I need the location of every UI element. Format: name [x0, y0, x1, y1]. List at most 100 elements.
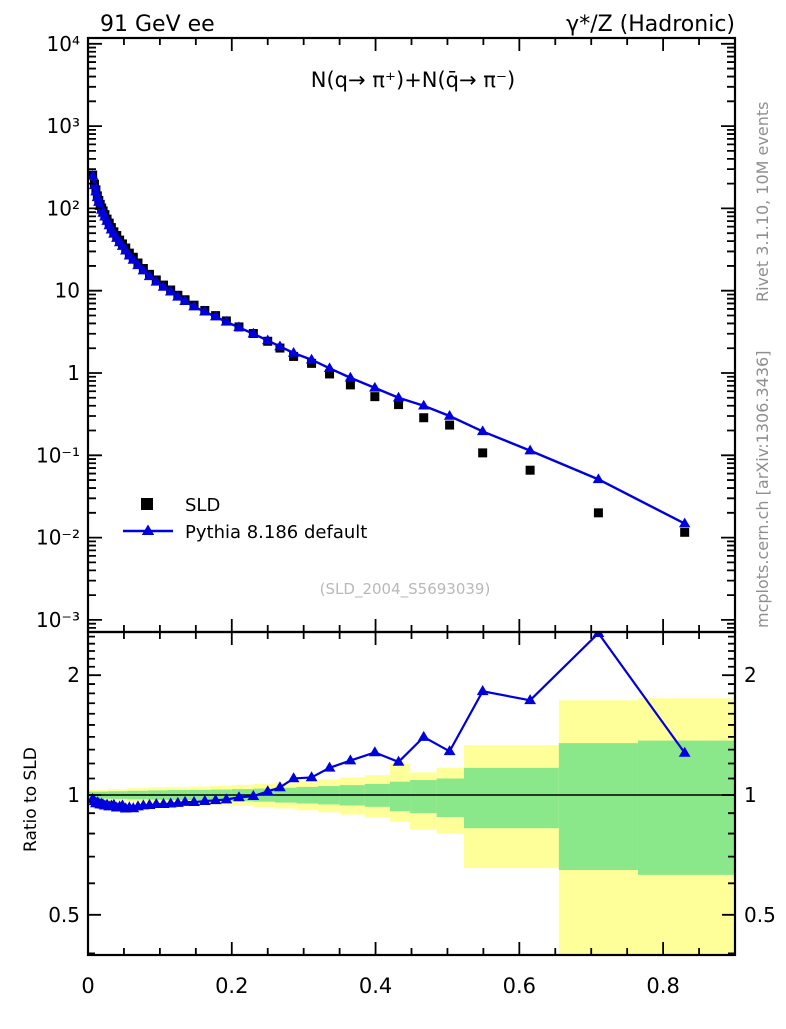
mc-point-triangle — [220, 315, 233, 326]
mc-point-triangle — [233, 321, 245, 332]
green-band-segment — [389, 781, 411, 812]
mc-point-triangle — [287, 346, 300, 357]
ratio-point — [417, 730, 430, 741]
chart-render-layer: 0 0.2 0.4 0.6 0.8 10⁴ 10³ 10² 10 1 10⁻¹ 10⁻² 10⁻³ 2 2 1… — [36, 32, 776, 998]
ratio-tick-label-left: 1 — [67, 783, 80, 807]
green-band-segment — [558, 743, 638, 870]
plot-title: N(q→ π⁺)+N(q̄→ π⁻) — [311, 68, 515, 92]
axis-ticks — [88, 38, 735, 955]
mc-point-triangle — [90, 185, 102, 196]
legend-label-pythia: Pythia 8.186 default — [185, 522, 367, 543]
green-band-segment — [436, 778, 464, 818]
ratio-point — [261, 785, 274, 796]
green-band-segment — [637, 740, 734, 875]
mc-point-triangle — [209, 310, 222, 321]
legend-markers — [123, 498, 173, 536]
ratio-point — [476, 685, 489, 696]
data-point-square — [325, 369, 335, 379]
mc-point-triangle — [150, 275, 162, 286]
mc-point-triangle — [274, 340, 286, 351]
mc-point-triangle — [344, 371, 357, 382]
ratio-point — [524, 694, 537, 705]
data-point-square — [370, 392, 380, 402]
ratio-point — [678, 746, 691, 757]
y-axis-tick-label: 10⁻² — [36, 526, 80, 550]
x-axis-tick-label: 0.2 — [215, 974, 248, 998]
legend-square-marker — [141, 498, 153, 510]
y-axis-tick-label: 10⁻³ — [36, 608, 80, 632]
x-axis-tick-label: 0.6 — [503, 974, 536, 998]
ratio-point — [344, 754, 357, 765]
ratio-tick-label-left: 2 — [67, 663, 80, 687]
mc-point-triangle — [164, 285, 177, 296]
data-point-square — [345, 380, 355, 390]
mc-point-triangle — [127, 254, 139, 264]
mc-point-triangle — [592, 473, 605, 484]
ratio-point — [247, 789, 260, 800]
ratio-point — [209, 794, 222, 805]
x-axis-tick-label: 0 — [81, 974, 94, 998]
ratio-point — [274, 781, 286, 792]
ratio-point — [368, 746, 381, 757]
ratio-point — [323, 761, 336, 772]
mc-point-triangle — [132, 259, 144, 270]
mc-point-triangle — [305, 353, 318, 364]
ratio-point — [198, 794, 211, 805]
ratio-uncertainty-bands — [89, 698, 734, 954]
ratio-point — [179, 795, 191, 806]
y-axis-tick-label: 10 — [55, 279, 80, 303]
watermark-analysis-id: (SLD_2004_S5693039) — [320, 580, 491, 599]
ratio-mc-curve — [89, 633, 691, 813]
green-band-segment — [463, 767, 559, 829]
data-point-square — [525, 465, 535, 475]
mc-point-triangle — [172, 290, 184, 301]
side-note-rivet-version: Rivet 3.1.10, 10M events — [753, 102, 772, 302]
y-axis-tick-label: 1 — [67, 361, 80, 385]
ratio-tick-label-right: 1 — [744, 783, 757, 807]
mc-point-triangle — [418, 399, 430, 410]
mc-point-triangle — [524, 444, 536, 455]
data-point-square — [593, 508, 603, 518]
mc-point-triangle — [89, 169, 99, 180]
data-point-square — [680, 527, 690, 537]
ratio-tick-label-right: 2 — [744, 663, 757, 687]
mc-point-triangle — [392, 391, 405, 402]
ratio-point — [592, 633, 605, 638]
y-axis-tick-label: 10³ — [47, 114, 80, 138]
y-axis-tick-label: 10² — [47, 196, 80, 220]
mc-point-triangle — [179, 295, 191, 305]
ratio-point — [287, 772, 300, 783]
data-point-square — [445, 420, 455, 430]
ratio-point — [188, 795, 200, 806]
data-point-square — [394, 400, 404, 410]
process-label: γ*/Z (Hadronic) — [566, 12, 735, 37]
mc-point-triangle — [199, 305, 211, 316]
data-point-square — [419, 413, 429, 423]
side-note-mcplots: mcplots.cern.ch [arXiv:1306.3436] — [753, 351, 772, 628]
mc-point-triangle — [369, 381, 381, 392]
data-point-square — [478, 448, 488, 458]
mc-line — [91, 175, 686, 525]
y-axis-tick-label: 10⁻¹ — [36, 443, 80, 467]
ratio-point — [443, 745, 456, 756]
mc-point-triangle — [678, 517, 691, 528]
mc-point-triangle — [137, 264, 150, 275]
mc-point-triangle — [188, 300, 200, 311]
mc-point-triangle — [143, 270, 156, 281]
mc-point-triangle — [247, 327, 260, 338]
ratio-point — [392, 755, 405, 766]
green-band-segment — [410, 780, 437, 814]
y-axis-tick-label: 10⁴ — [47, 32, 80, 56]
mc-point-triangle — [157, 280, 170, 291]
ratio-tick-label-right: 0.5 — [744, 903, 776, 927]
ratio-point — [305, 771, 318, 782]
beam-energy-label: 91 GeV ee — [100, 12, 215, 37]
pythia-mc-curve — [89, 169, 691, 528]
mc-point-triangle — [262, 334, 274, 345]
legend-label-sld: SLD — [185, 495, 220, 516]
mc-point-triangle — [476, 425, 489, 436]
mc-point-triangle — [443, 410, 456, 420]
ratio-tick-label-left: 0.5 — [48, 903, 80, 927]
